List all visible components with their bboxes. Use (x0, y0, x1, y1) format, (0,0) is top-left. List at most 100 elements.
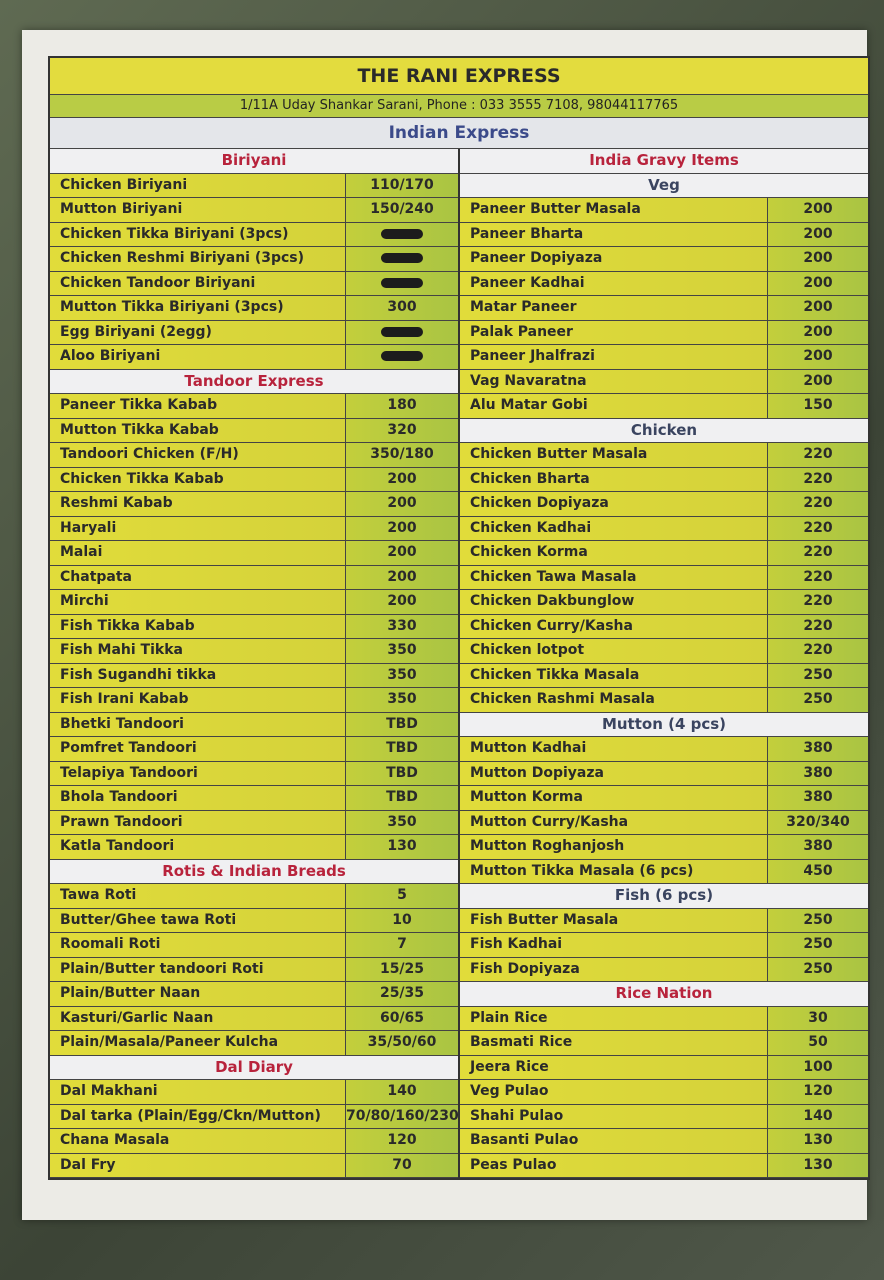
right-column: India Gravy Items Veg Paneer Butter Masal… (460, 149, 868, 1178)
item-name: Chicken Tikka Masala (460, 663, 768, 687)
left-column: Biriyani Chicken Biriyani 110/170 Mutton Bi… (50, 149, 460, 1178)
item-name: Matar Paneer (460, 296, 768, 320)
menu-item: Haryali 200 (50, 516, 458, 541)
item-name: Bhola Tandoori (50, 786, 346, 810)
item-name: Chicken Rashmi Masala (460, 688, 768, 712)
menu-item: Mutton Tikka Kabab 320 (50, 418, 458, 443)
item-name: Paneer Jhalfrazi (460, 345, 768, 369)
menu-item: Fish Kadhai 250 (460, 933, 868, 958)
menu-item: Chicken Tikka Biriyani (3pcs) (50, 222, 458, 247)
item-name: Mutton Korma (460, 786, 768, 810)
menu-item: Mutton Roghanjosh 380 (460, 835, 868, 860)
item-price: 350 (346, 688, 458, 712)
item-name: Prawn Tandoori (50, 810, 346, 834)
menu-item: Jeera Rice 100 (460, 1055, 868, 1080)
item-name: Mutton Kadhai (460, 737, 768, 761)
item-name: Chicken Tawa Masala (460, 565, 768, 589)
item-price: 220 (768, 492, 868, 516)
item-price: 200 (768, 345, 868, 369)
item-name: Chicken Reshmi Biriyani (3pcs) (50, 247, 346, 271)
scribbled-price (381, 326, 423, 337)
item-name: Chicken lotpot (460, 639, 768, 663)
item-price: 220 (768, 516, 868, 540)
item-price: 200 (768, 247, 868, 271)
item-price: 10 (346, 908, 458, 932)
item-name: Tawa Roti (50, 884, 346, 908)
item-name: Palak Paneer (460, 320, 768, 344)
item-name: Chicken Dakbunglow (460, 590, 768, 614)
item-price: 120 (768, 1080, 868, 1104)
item-name: Fish Irani Kabab (50, 688, 346, 712)
menu-item: Chicken Tikka Kabab 200 (50, 467, 458, 492)
item-name: Bhetki Tandoori (50, 712, 346, 736)
item-name: Dal Makhani (50, 1080, 346, 1104)
menu-item: Paneer Kadhai 200 (460, 271, 868, 296)
item-name: Chicken Korma (460, 541, 768, 565)
menu-item: Paneer Bharta 200 (460, 222, 868, 247)
item-name: Plain/Masala/Paneer Kulcha (50, 1031, 346, 1055)
item-price: 50 (768, 1031, 868, 1055)
menu-subtitle: Indian Express (50, 118, 868, 149)
menu-item: Chicken Butter Masala 220 (460, 443, 868, 468)
menu-item: Fish Butter Masala 250 (460, 908, 868, 933)
item-price: 200 (346, 467, 458, 491)
item-name: Fish Butter Masala (460, 908, 768, 932)
menu-item: Paneer Tikka Kabab 180 (50, 394, 458, 419)
menu-item: Pomfret Tandoori TBD (50, 737, 458, 762)
item-price (346, 271, 458, 295)
item-name: Plain/Butter Naan (50, 982, 346, 1006)
item-name: Chicken Dopiyaza (460, 492, 768, 516)
item-name: Kasturi/Garlic Naan (50, 1006, 346, 1030)
item-price: TBD (346, 786, 458, 810)
menu-item: Chicken Rashmi Masala 250 (460, 688, 868, 713)
item-name: Chicken Tikka Biriyani (3pcs) (50, 222, 346, 246)
item-price: 350 (346, 663, 458, 687)
menu-item: Matar Paneer 200 (460, 296, 868, 321)
item-name: Roomali Roti (50, 933, 346, 957)
item-name: Mutton Curry/Kasha (460, 810, 768, 834)
item-price: 320/340 (768, 810, 868, 834)
item-name: Tandoori Chicken (F/H) (50, 443, 346, 467)
menu-item: Basanti Pulao 130 (460, 1129, 868, 1154)
item-name: Plain/Butter tandoori Roti (50, 957, 346, 981)
item-price: 350 (346, 639, 458, 663)
item-name: Chicken Curry/Kasha (460, 614, 768, 638)
menu-item: Mutton Tikka Masala (6 pcs) 450 (460, 859, 868, 884)
item-price: 220 (768, 541, 868, 565)
item-price: 60/65 (346, 1006, 458, 1030)
scribbled-price (381, 228, 423, 239)
item-name: Egg Biriyani (2egg) (50, 320, 346, 344)
item-name: Jeera Rice (460, 1055, 768, 1079)
item-price: 200 (768, 296, 868, 320)
item-price: 220 (768, 443, 868, 467)
item-name: Pomfret Tandoori (50, 737, 346, 761)
menu-item: Chicken Curry/Kasha 220 (460, 614, 868, 639)
item-price: 7 (346, 933, 458, 957)
menu-item: Mirchi 200 (50, 590, 458, 615)
item-price: 220 (768, 565, 868, 589)
item-name: Chicken Butter Masala (460, 443, 768, 467)
item-price: 200 (346, 492, 458, 516)
item-name: Basanti Pulao (460, 1129, 768, 1153)
address-phone: 1/11A Uday Shankar Sarani, Phone : 033 3… (50, 95, 868, 118)
item-price: 130 (768, 1129, 868, 1153)
section-header: Rice Nation (460, 982, 868, 1007)
menu-item: Chicken Reshmi Biriyani (3pcs) (50, 247, 458, 272)
item-name: Dal Fry (50, 1153, 346, 1177)
item-price: 110/170 (346, 173, 458, 197)
item-price: 220 (768, 614, 868, 638)
item-price: 35/50/60 (346, 1031, 458, 1055)
item-price: TBD (346, 712, 458, 736)
item-price (346, 247, 458, 271)
menu-item: Chicken Tandoor Biriyani (50, 271, 458, 296)
item-price: 300 (346, 296, 458, 320)
item-name: Katla Tandoori (50, 835, 346, 859)
item-price: 200 (768, 222, 868, 246)
item-name: Mutton Tikka Kabab (50, 418, 346, 442)
item-price: 120 (346, 1129, 458, 1153)
item-price: 380 (768, 761, 868, 785)
restaurant-name: THE RANI EXPRESS (50, 58, 868, 95)
item-price: 15/25 (346, 957, 458, 981)
menu-item: Shahi Pulao 140 (460, 1104, 868, 1129)
item-price: 30 (768, 1006, 868, 1030)
